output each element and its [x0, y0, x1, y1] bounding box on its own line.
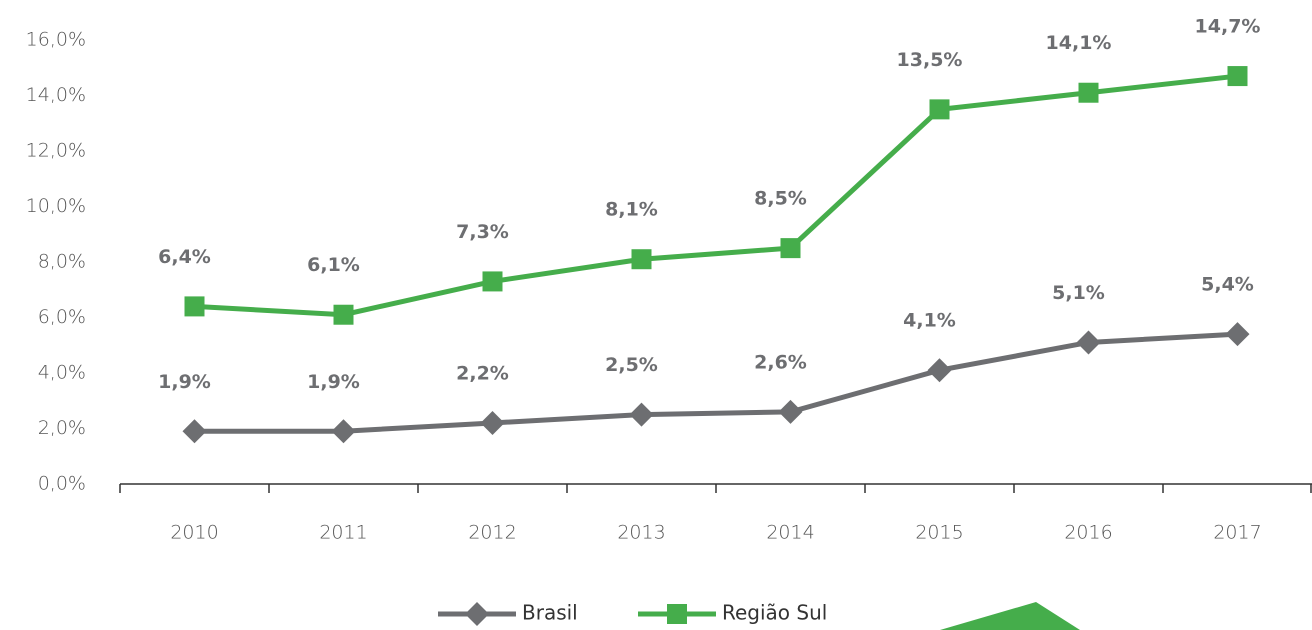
point [480, 410, 505, 435]
y-tick-label: 0,0% [38, 473, 86, 495]
x-tick-label: 2015 [915, 522, 963, 544]
y-tick-label: 8,0% [38, 251, 86, 273]
data-label: 8,5% [754, 188, 807, 210]
y-tick-label: 6,0% [38, 306, 86, 328]
y-tick-label: 4,0% [38, 362, 86, 384]
data-label: 5,4% [1201, 274, 1254, 296]
point [780, 238, 801, 259]
point [1078, 82, 1099, 103]
x-tick-label: 2013 [617, 522, 665, 544]
point [629, 402, 654, 427]
decoration [940, 602, 1080, 630]
data-label: 2,6% [754, 351, 807, 373]
x-tick-label: 2014 [766, 522, 814, 544]
x-tick-label: 2011 [319, 522, 367, 544]
point [482, 271, 503, 292]
point [631, 249, 652, 270]
point [929, 99, 950, 120]
point [182, 419, 207, 444]
series-line [194, 331, 1238, 434]
x-tick-label: 2010 [170, 522, 218, 544]
y-tick-label: 2,0% [38, 417, 86, 439]
data-label: 14,7% [1195, 16, 1261, 38]
point [333, 304, 354, 325]
y-tick-label: 14,0% [26, 84, 86, 106]
data-label: 6,1% [307, 254, 360, 276]
data-label: 2,5% [605, 354, 658, 376]
point [331, 419, 356, 444]
data-label: 1,9% [158, 371, 211, 393]
series-line [194, 73, 1238, 318]
data-label: 4,1% [903, 310, 956, 332]
legend-label: Brasil [522, 601, 578, 625]
data-label: 8,1% [605, 199, 658, 221]
data-label: 6,4% [158, 246, 211, 268]
data-label: 2,2% [456, 362, 509, 384]
x-tick-label: 2017 [1213, 522, 1261, 544]
point [184, 296, 205, 317]
data-label: 5,1% [1052, 282, 1105, 304]
point [1225, 322, 1250, 347]
point [778, 399, 803, 424]
x-tick-label: 2012 [468, 522, 516, 544]
legend-label: Região Sul [722, 601, 827, 625]
legend-marker [465, 602, 489, 626]
point [1227, 66, 1248, 87]
x-tick-label: 2016 [1064, 522, 1112, 544]
y-tick-label: 16,0% [26, 29, 86, 51]
y-tick-label: 10,0% [26, 195, 86, 217]
legend-marker [667, 604, 687, 624]
point [927, 358, 952, 383]
y-tick-label: 12,0% [26, 140, 86, 162]
data-label: 1,9% [307, 371, 360, 393]
point [1076, 330, 1101, 355]
data-label: 7,3% [456, 221, 509, 243]
data-label: 13,5% [897, 49, 963, 71]
data-label: 14,1% [1046, 32, 1112, 54]
